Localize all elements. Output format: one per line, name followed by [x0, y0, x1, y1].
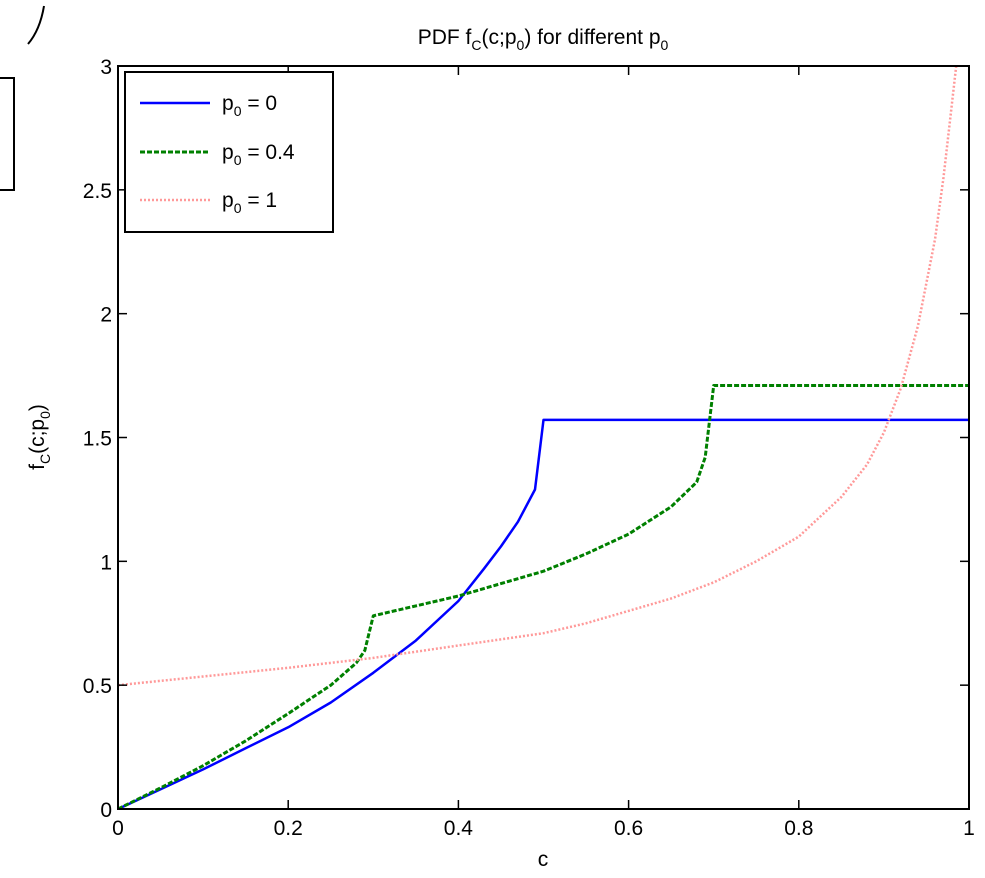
- legend-label-p0-0.4: p0 = 0.4: [222, 141, 295, 168]
- cropped-paren-decoration: [27, 5, 45, 45]
- x-tick-label: 0.8: [784, 817, 813, 840]
- y-tick-label: 3: [100, 56, 112, 79]
- x-tick-label: 0.6: [614, 817, 643, 840]
- tick-layer: 0 0.2 0.4 0.6 0.8 1 0 0.5 1 1.5 2 2.5 3: [83, 56, 975, 840]
- x-tick-label: 0.2: [274, 817, 303, 840]
- y-tick-label: 2.5: [83, 180, 112, 203]
- x-tick-label: 0.4: [444, 817, 474, 840]
- y-axis-label: fC(c;p0): [26, 404, 53, 470]
- legend-label-p0-0: p0 = 0: [222, 92, 277, 119]
- chart-title: PDF fC(c;p0) for different p0: [418, 26, 669, 53]
- y-tick-label: 1.5: [83, 428, 112, 451]
- series-layer: [118, 66, 969, 809]
- y-tick-label: 2: [100, 304, 112, 327]
- x-axis-label: c: [538, 848, 549, 871]
- x-tick-label: 0: [112, 817, 124, 840]
- series-line-2: [118, 66, 958, 687]
- legend: p0 = 0 p0 = 0.4 p0 = 1: [124, 71, 334, 233]
- legend-box: [124, 71, 334, 233]
- y-tick-label: 0.5: [83, 675, 112, 698]
- legend-label-p0-1: p0 = 1: [222, 189, 277, 216]
- series-line-0: [118, 418, 969, 809]
- cropped-bracket-decoration: [0, 77, 15, 191]
- x-tick-label: 1: [963, 817, 975, 840]
- y-tick-label: 1: [100, 551, 112, 574]
- series-line-1: [118, 384, 969, 809]
- y-tick-label: 0: [100, 799, 112, 822]
